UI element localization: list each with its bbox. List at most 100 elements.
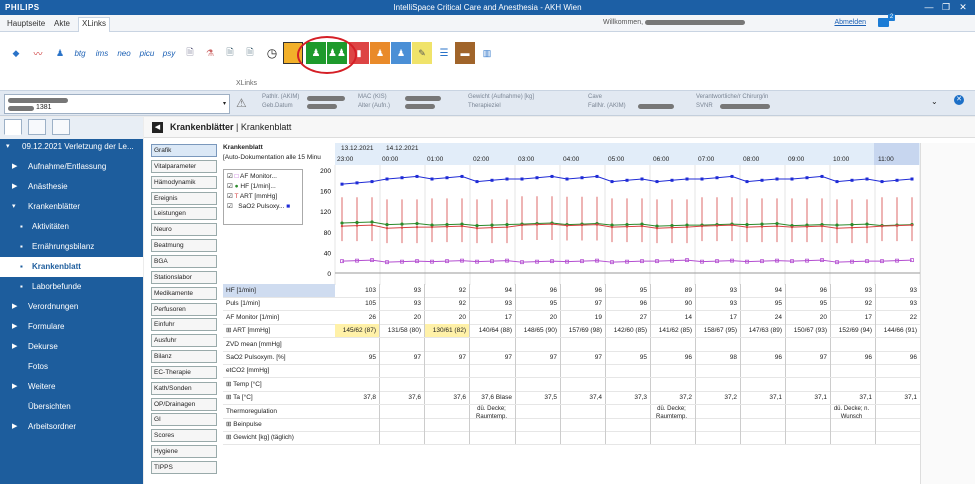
- person-icon[interactable]: ♟: [55, 47, 65, 58]
- table-cell[interactable]: [786, 431, 831, 445]
- table-cell[interactable]: [606, 431, 651, 445]
- table-cell[interactable]: 92: [425, 284, 470, 297]
- psy-link-icon[interactable]: psy: [162, 48, 176, 58]
- table-cell[interactable]: 147/63 (89): [741, 324, 786, 338]
- category-button[interactable]: Stationslabor: [151, 270, 217, 284]
- table-cell[interactable]: [561, 431, 606, 445]
- table-cell[interactable]: [606, 377, 651, 391]
- tab-akte[interactable]: Akte: [54, 19, 71, 28]
- restore-button[interactable]: ❐: [941, 2, 951, 12]
- legend-hf[interactable]: ☑ ● HF [1/min]...: [227, 183, 276, 190]
- doctor-orange-icon[interactable]: ♟: [370, 42, 390, 64]
- table-cell[interactable]: [696, 377, 741, 391]
- table-cell[interactable]: 97: [380, 351, 425, 364]
- table-cell[interactable]: 130/61 (82): [425, 324, 470, 338]
- ims-link-icon[interactable]: ims: [95, 48, 109, 58]
- sidebar-item-10[interactable]: Fotos: [0, 357, 143, 377]
- category-button[interactable]: OP/Drainagen: [151, 397, 217, 411]
- table-cell[interactable]: [425, 337, 470, 351]
- row-label[interactable]: Puls [1/min]: [226, 300, 260, 308]
- table-cell[interactable]: [606, 404, 651, 425]
- table-cell[interactable]: 37,6: [425, 391, 470, 405]
- bar-report-icon[interactable]: ▥: [482, 47, 492, 58]
- table-cell[interactable]: 105: [335, 297, 380, 311]
- table-cell[interactable]: 93: [471, 297, 516, 311]
- table-cell[interactable]: 37,6 Blase: [471, 391, 516, 405]
- table-cell[interactable]: [516, 418, 561, 431]
- table-cell[interactable]: [606, 337, 651, 351]
- table-cell[interactable]: 97: [561, 351, 606, 364]
- table-cell[interactable]: dü. Decke; Raumtemp.: [471, 404, 516, 425]
- logout-link[interactable]: Abmelden: [834, 19, 866, 26]
- category-button[interactable]: Scores: [151, 429, 217, 443]
- table-cell[interactable]: [471, 431, 516, 445]
- table-cell[interactable]: [606, 364, 651, 378]
- row-label[interactable]: ⊞ ART [mmHg]: [226, 327, 271, 335]
- btg-link-icon[interactable]: btg: [74, 48, 86, 58]
- vitals-chart[interactable]: 200160120804001009284766860: [223, 165, 920, 287]
- table-cell[interactable]: [696, 337, 741, 351]
- table-cell[interactable]: 37,3: [606, 391, 651, 405]
- category-button[interactable]: EC-Therapie: [151, 365, 217, 379]
- book-icon[interactable]: ▬: [455, 42, 475, 64]
- table-cell[interactable]: [606, 418, 651, 431]
- legend-art[interactable]: ☑ T ART [mmHg]: [227, 193, 278, 200]
- table-cell[interactable]: [696, 404, 741, 425]
- table-cell[interactable]: 93: [380, 297, 425, 311]
- table-cell[interactable]: [876, 364, 921, 378]
- table-cell[interactable]: 37,1: [831, 391, 876, 405]
- table-cell[interactable]: [831, 418, 876, 431]
- table-cell[interactable]: [561, 364, 606, 378]
- table-cell[interactable]: 97: [425, 351, 470, 364]
- category-button[interactable]: Hygiene: [151, 445, 217, 459]
- link-icon-1[interactable]: ◆: [12, 47, 20, 58]
- table-cell[interactable]: 96: [786, 284, 831, 297]
- table-cell[interactable]: [425, 431, 470, 445]
- table-cell[interactable]: [651, 364, 696, 378]
- table-cell[interactable]: [831, 364, 876, 378]
- table-cell[interactable]: [696, 431, 741, 445]
- sidebar-tab-edit[interactable]: [28, 119, 46, 135]
- table-cell[interactable]: 145/62 (87): [335, 324, 380, 338]
- category-button[interactable]: Hämodynamik: [151, 175, 217, 189]
- table-cell[interactable]: [335, 364, 380, 378]
- table-cell[interactable]: 93: [696, 284, 741, 297]
- category-button[interactable]: BGA: [151, 254, 217, 268]
- table-cell[interactable]: [380, 418, 425, 431]
- table-cell[interactable]: 97: [561, 297, 606, 311]
- category-button[interactable]: Einfuhr: [151, 318, 217, 332]
- back-arrow-icon[interactable]: ◀: [152, 122, 163, 133]
- table-cell[interactable]: [380, 364, 425, 378]
- table-cell[interactable]: dü. Decke; Raumtemp.: [651, 404, 696, 425]
- table-cell[interactable]: 148/65 (90): [516, 324, 561, 338]
- sidebar-item-3[interactable]: ▪ Aktivitäten: [0, 217, 143, 237]
- table-cell[interactable]: [335, 418, 380, 431]
- table-cell[interactable]: 93: [380, 284, 425, 297]
- table-cell[interactable]: [831, 337, 876, 351]
- table-cell[interactable]: [651, 377, 696, 391]
- table-cell[interactable]: [380, 431, 425, 445]
- table-cell[interactable]: [831, 431, 876, 445]
- minimize-button[interactable]: —: [924, 2, 934, 12]
- row-label[interactable]: HF [1/min]: [223, 284, 335, 297]
- table-cell[interactable]: 97: [786, 351, 831, 364]
- table-cell[interactable]: 94: [741, 284, 786, 297]
- table-cell[interactable]: [831, 377, 876, 391]
- table-cell[interactable]: [516, 431, 561, 445]
- table-cell[interactable]: 141/62 (85): [651, 324, 696, 338]
- table-cell[interactable]: 103: [335, 284, 380, 297]
- pdf-document-icon[interactable]: 🗎: [226, 47, 234, 57]
- table-cell[interactable]: [696, 418, 741, 431]
- table-cell[interactable]: 37,4: [561, 391, 606, 405]
- row-label[interactable]: ⊞ Gewicht [kg] (täglich): [226, 434, 294, 442]
- table-cell[interactable]: 93: [696, 297, 741, 311]
- table-cell[interactable]: 20: [516, 310, 561, 324]
- row-label[interactable]: ⊞ Beinpulse: [226, 421, 262, 428]
- row-label[interactable]: ZVD mean [mmHg]: [226, 340, 282, 348]
- table-cell[interactable]: dü. Decke; n. Wunsch: [831, 404, 876, 425]
- category-button[interactable]: TIPPS: [151, 461, 217, 474]
- table-cell[interactable]: [516, 377, 561, 391]
- table-cell[interactable]: [425, 418, 470, 431]
- sidebar-item-12[interactable]: Übersichten: [0, 397, 143, 417]
- expand-chevron-icon[interactable]: ⌄: [931, 97, 938, 106]
